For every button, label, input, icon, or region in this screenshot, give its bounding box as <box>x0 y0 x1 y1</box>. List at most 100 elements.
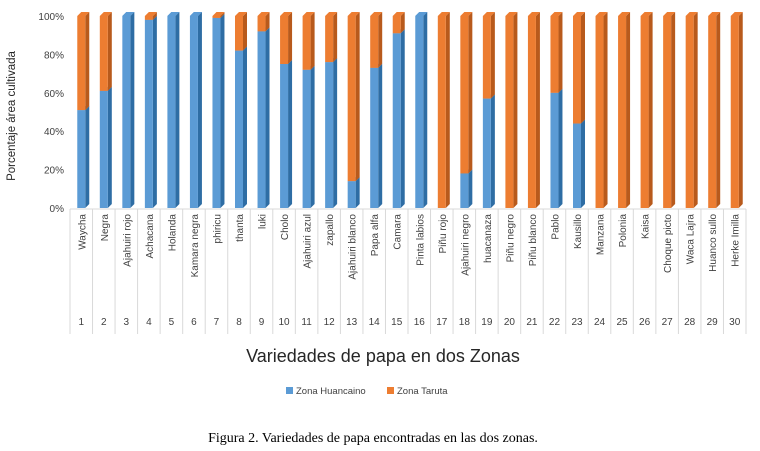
bar-top <box>167 12 180 16</box>
bar-26 <box>640 12 653 208</box>
stacked-bar-chart: 0% 20% 40% 60% 80% 100% Waycha 1 Negra 2 Ajahuiri… <box>6 12 747 397</box>
bar-segment-taruta <box>663 16 672 208</box>
bar-side-taruta <box>716 12 721 208</box>
bar-10 <box>280 12 293 208</box>
bar-segment-taruta <box>302 16 311 70</box>
y-tick-label: 40% <box>44 127 64 138</box>
category-number: 11 <box>301 317 312 328</box>
bar-top <box>415 12 428 16</box>
bar-9 <box>257 12 270 208</box>
bar-side-huancaino <box>355 177 360 208</box>
category-number: 15 <box>391 317 403 328</box>
bar-segment-taruta <box>730 16 739 208</box>
bar-segment-huancaino <box>573 123 581 208</box>
bar-25 <box>618 12 631 208</box>
bar-side-huancaino <box>288 60 293 208</box>
bar-side-huancaino <box>152 15 157 209</box>
bar-segment-huancaino <box>99 90 108 208</box>
bar-side-huancaino <box>581 119 585 208</box>
bar-segment-huancaino <box>189 16 198 208</box>
category-number: 17 <box>436 317 448 328</box>
bar-segment-huancaino <box>122 16 131 208</box>
bar-top <box>573 12 585 16</box>
bar-23 <box>573 12 585 208</box>
category-label: Ajahuiri rojo <box>122 214 133 267</box>
bar-segment-taruta <box>640 16 649 208</box>
category-label: Cholo <box>280 214 291 241</box>
legend-swatch-huancaino <box>286 387 293 394</box>
bar-side-taruta <box>648 12 653 208</box>
bar-side-taruta <box>85 12 90 111</box>
figure-caption: Figura 2. Variedades de papa encontradas… <box>208 431 538 446</box>
bar-7 <box>212 12 225 209</box>
bar-top <box>730 12 743 16</box>
bar-segment-huancaino <box>460 173 469 208</box>
bar-side-taruta <box>400 12 405 34</box>
category-label: Herke Imilla <box>731 214 742 267</box>
bar-20 <box>505 12 518 208</box>
bar-side-taruta <box>558 12 563 93</box>
bar-segment-taruta <box>505 16 514 208</box>
category-number: 3 <box>124 317 130 328</box>
bar-side-huancaino <box>265 27 270 208</box>
bar-22 <box>550 12 563 208</box>
bar-segment-huancaino <box>144 19 153 209</box>
bar-30 <box>730 12 743 208</box>
bar-top <box>370 12 383 16</box>
bar-segment-taruta <box>708 16 717 208</box>
x-axis: Waycha 1 Negra 2 Ajahuiri rojo 3 Achacana 4 Hola… <box>69 208 747 334</box>
bar-side-huancaino <box>558 88 563 208</box>
y-tick-label: 80% <box>44 50 64 61</box>
bar-side-taruta <box>355 12 360 182</box>
bar-top <box>685 12 698 16</box>
y-axis-title: Porcentaje área cultivada <box>6 51 18 181</box>
bar-top <box>144 12 157 16</box>
category-label: Negra <box>100 214 111 242</box>
bar-side-huancaino <box>490 94 495 208</box>
bar-top <box>482 12 495 16</box>
bar-segment-taruta <box>280 16 289 64</box>
bar-side-huancaino <box>423 12 428 208</box>
bar-4 <box>144 12 157 209</box>
bar-top <box>437 12 450 16</box>
category-number: 1 <box>78 317 84 328</box>
bar-side-huancaino <box>220 13 225 209</box>
bar-side-taruta <box>333 12 338 63</box>
category-number: 9 <box>259 317 265 328</box>
bar-segment-taruta <box>685 16 694 208</box>
legend-label-taruta: Zona Taruta <box>397 386 448 397</box>
bar-segment-huancaino <box>77 110 86 208</box>
bar-segment-huancaino <box>167 16 176 208</box>
bar-segment-taruta <box>460 16 469 174</box>
category-label: Huanco sullo <box>708 214 719 272</box>
bar-side-taruta <box>220 12 225 18</box>
y-axis: 0% 20% 40% 60% 80% 100% <box>38 12 64 215</box>
bar-side-taruta <box>671 12 676 208</box>
y-tick-label: 60% <box>44 89 64 100</box>
category-label: Holanda <box>167 214 178 252</box>
bar-segment-huancaino <box>415 16 424 208</box>
bar-top <box>302 12 315 16</box>
bar-segment-taruta <box>347 16 356 182</box>
category-number: 20 <box>504 317 516 328</box>
category-number: 19 <box>481 317 493 328</box>
bar-side-huancaino <box>175 12 180 208</box>
bar-19 <box>482 12 495 208</box>
bar-side-taruta <box>288 12 293 64</box>
category-number: 2 <box>101 317 107 328</box>
bar-6 <box>189 12 202 208</box>
bar-side-huancaino <box>85 106 90 208</box>
bar-top <box>527 12 540 16</box>
bar-side-taruta <box>626 12 631 208</box>
bar-segment-taruta <box>595 16 604 208</box>
bar-top <box>640 12 653 16</box>
category-label: Camara <box>393 214 404 250</box>
category-number: 29 <box>707 317 719 328</box>
category-label: Piñu rojo <box>438 214 449 254</box>
bar-top <box>212 12 225 16</box>
category-label: Achacana <box>145 214 156 259</box>
bar-side-taruta <box>535 12 540 208</box>
bar-segment-huancaino <box>257 31 266 208</box>
bar-top <box>280 12 293 16</box>
bar-12 <box>325 12 338 208</box>
